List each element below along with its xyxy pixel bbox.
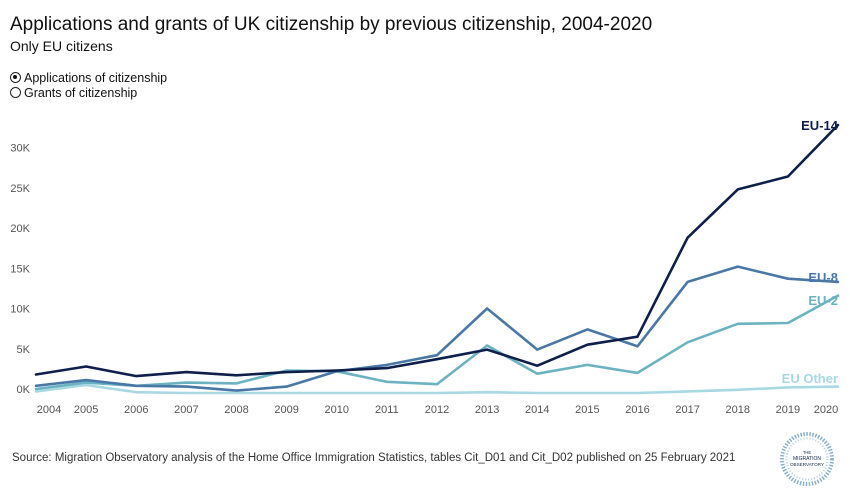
logo-line2: MIGRATION (793, 456, 821, 462)
radio-grants[interactable]: Grants of citizenship (10, 85, 167, 100)
x-tick-label: 2017 (675, 404, 699, 416)
x-tick-label: 2011 (375, 404, 399, 416)
x-tick-label: 2007 (174, 404, 198, 416)
series-line-eu-other (34, 383, 840, 395)
radio-applications[interactable]: Applications of citizenship (10, 70, 167, 85)
migration-observatory-logo: THE MIGRATION OBSERVATORY (780, 432, 834, 486)
y-tick-label: 5K (17, 344, 31, 356)
y-tick-label: 30K (10, 143, 30, 155)
measure-toggle: Applications of citizenship Grants of ci… (10, 70, 167, 100)
x-tick-label: 2006 (124, 404, 148, 416)
series-label-eu-14: EU-14 (801, 118, 839, 133)
x-tick-label: 2019 (776, 404, 800, 416)
source-note: Source: Migration Observatory analysis o… (12, 452, 736, 464)
x-tick-label: 2013 (475, 404, 499, 416)
series-label-eu-other: EU Other (782, 371, 838, 386)
x-tick-label: 2014 (525, 404, 549, 416)
x-tick-label: 2018 (726, 404, 750, 416)
chart-title: Applications and grants of UK citizenshi… (10, 14, 653, 35)
logo-line3: OBSERVATORY (790, 462, 824, 467)
radio-applications-label: Applications of citizenship (24, 70, 168, 85)
series-line-eu-2 (34, 294, 840, 391)
x-tick-label: 2020 (814, 404, 838, 416)
y-tick-label: 0K (17, 384, 31, 396)
x-tick-label: 2016 (625, 404, 649, 416)
series-label-eu-8: EU-8 (808, 270, 838, 285)
series-label-eu-2: EU-2 (808, 293, 838, 308)
radio-selected-icon[interactable] (10, 72, 21, 83)
x-tick-label: 2015 (575, 404, 599, 416)
chart-subtitle: Only EU citizens (10, 38, 113, 54)
x-tick-label: 2010 (325, 404, 349, 416)
x-tick-label: 2008 (224, 404, 248, 416)
y-tick-label: 15K (10, 263, 30, 275)
radio-grants-label: Grants of citizenship (24, 85, 138, 100)
series-line-eu-8 (34, 265, 840, 392)
y-tick-label: 25K (10, 183, 30, 195)
x-tick-label: 2004 (37, 404, 61, 416)
x-tick-label: 2005 (74, 404, 98, 416)
logo-line1: THE (803, 450, 812, 455)
y-tick-label: 20K (10, 223, 30, 235)
series-line-eu-14 (34, 123, 840, 378)
x-tick-label: 2012 (425, 404, 449, 416)
x-tick-label: 2009 (274, 404, 298, 416)
radio-unselected-icon[interactable] (10, 87, 21, 98)
y-tick-label: 10K (10, 304, 30, 316)
